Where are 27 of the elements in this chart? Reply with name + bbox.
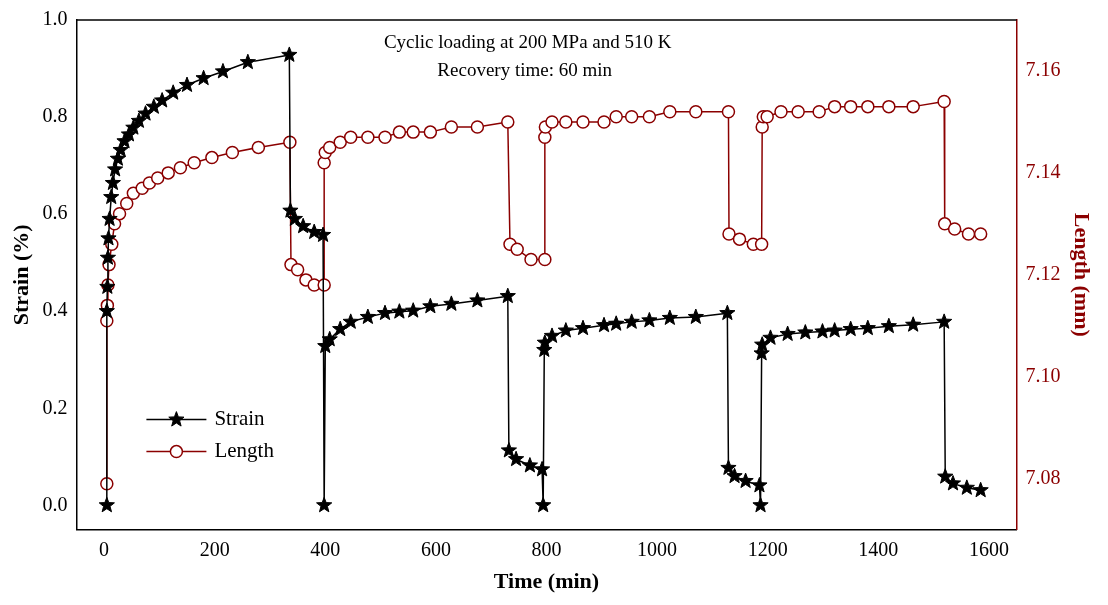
- x-tick-label: 1000: [637, 537, 678, 560]
- x-tick-label: 1200: [747, 537, 788, 560]
- legend-label: Length: [214, 438, 275, 463]
- y2-tick-label: 7.14: [1025, 160, 1061, 183]
- annotation: Cyclic loading at 200 MPa and 510 K: [383, 31, 672, 53]
- y2-tick-label: 7.12: [1025, 262, 1061, 285]
- y2-tick-label: 7.10: [1025, 363, 1061, 386]
- y-tick-label: 0.2: [42, 395, 68, 418]
- y2-tick-label: 7.08: [1025, 465, 1061, 488]
- x-tick-label: 0: [99, 537, 110, 560]
- x-tick-label: 400: [310, 537, 341, 560]
- y-tick-label: 0.4: [42, 298, 68, 321]
- x-tick-label: 1600: [968, 537, 1009, 560]
- x-tick-label: 200: [199, 537, 230, 560]
- legend-label: Strain: [214, 406, 266, 431]
- y-tick-label: 0.6: [42, 201, 68, 224]
- y-tick-label: 1.0: [42, 7, 68, 30]
- annotation: Recovery time: 60 min: [437, 59, 613, 81]
- y-tick-label: 0.0: [42, 492, 68, 515]
- x-tick-label: 800: [531, 537, 562, 560]
- y-axis-title: Strain (%): [7, 224, 33, 326]
- x-tick-label: 1400: [858, 537, 899, 560]
- x-axis-title: Time (min): [493, 568, 600, 594]
- x-tick-label: 600: [420, 537, 451, 560]
- y2-axis-title: Length (mm): [1070, 212, 1096, 337]
- y-tick-label: 0.8: [42, 104, 68, 127]
- y2-tick-label: 7.16: [1025, 58, 1061, 81]
